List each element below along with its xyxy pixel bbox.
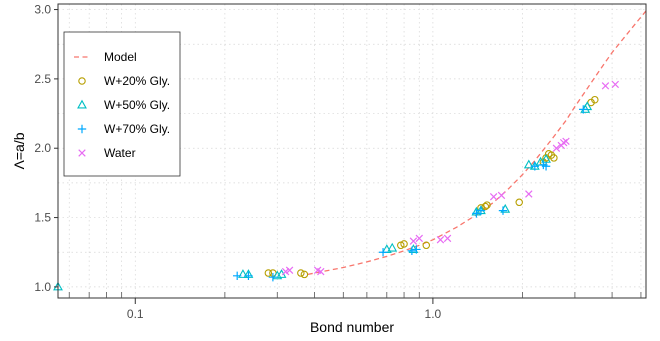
data-point-w-20-gly [591, 95, 599, 104]
data-point-w-70-gly [407, 246, 417, 256]
legend-key-plus [77, 124, 87, 134]
data-point-w-50-gly [387, 242, 398, 252]
data-point-w-20-gly [483, 201, 491, 209]
data-point-water [415, 234, 424, 243]
data-point-w-70-gly [232, 271, 242, 281]
data-point-water [436, 236, 445, 244]
data-point-water [489, 193, 498, 201]
data-point-w-20-gly [264, 269, 273, 277]
legend: Model W+20% Gly. W+50% Gly. W+70% Gly. Water [63, 31, 181, 177]
data-point-w-20-gly [422, 241, 431, 250]
y-axis: 1.0 1.5 2.0 2.5 3.0 [34, 3, 58, 294]
data-point-w-70-gly [268, 272, 278, 282]
y-tick-label: 1.0 [34, 280, 51, 294]
data-point-w-50-gly [238, 269, 248, 278]
legend-label: W+70% Gly. [104, 122, 170, 136]
data-point-water [409, 237, 418, 245]
legend-label: W+50% Gly. [104, 98, 170, 112]
model-line-layer [307, 10, 647, 276]
legend-label: Model [104, 50, 137, 64]
legend-key-triangle [77, 99, 87, 109]
data-point-water [562, 137, 570, 146]
x-axis: 0.1 1.0 [68, 292, 642, 321]
data-point-water [317, 267, 325, 276]
data-point-w-20-gly [297, 269, 305, 277]
data-point-w-70-gly [498, 206, 508, 215]
data-point-w-70-gly [579, 105, 588, 114]
data-point-water [443, 234, 452, 243]
model-curve [307, 10, 647, 276]
data-point-w-70-gly [412, 245, 421, 254]
y-tick-label: 2.5 [34, 72, 51, 86]
x-tick-label: 1.0 [425, 307, 442, 321]
data-point-w-70-gly [472, 209, 481, 218]
data-point-water [611, 80, 620, 89]
y-axis-title: Λ=a/b [11, 132, 27, 169]
data-point-w-70-gly [541, 162, 551, 171]
panel-border [57, 3, 647, 299]
legend-label: W+20% Gly. [104, 74, 170, 88]
data-point-w-20-gly [481, 202, 490, 211]
data-point-w-70-gly [244, 271, 253, 281]
data-point-water [525, 190, 533, 198]
data-point-w-50-gly [523, 159, 534, 169]
legend-label: Water [104, 146, 136, 160]
data-point-w-70-gly [530, 162, 540, 171]
data-point-w-20-gly [550, 154, 558, 162]
x-axis-title: Bond number [310, 319, 394, 335]
data-point-water [552, 144, 561, 152]
data-point-w-70-gly [378, 248, 388, 257]
data-point-water [281, 267, 290, 276]
grid-layer [58, 4, 646, 298]
points-layer [53, 80, 620, 291]
legend-key-circle [78, 77, 86, 85]
data-point-water [285, 266, 294, 274]
data-point-w-20-gly [300, 270, 309, 279]
y-tick-label: 1.5 [34, 211, 51, 225]
data-point-water [497, 191, 506, 200]
data-point-water [601, 82, 610, 90]
legend-key-cross [78, 149, 86, 157]
y-tick-label: 3.0 [34, 3, 51, 17]
x-tick-label: 0.1 [127, 307, 144, 321]
y-tick-label: 2.0 [34, 141, 51, 155]
data-point-w-20-gly [400, 240, 408, 248]
data-point-w-20-gly [515, 198, 523, 207]
data-point-w-70-gly [476, 206, 486, 215]
